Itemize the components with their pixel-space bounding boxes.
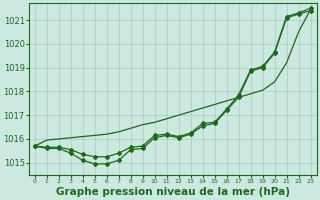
X-axis label: Graphe pression niveau de la mer (hPa): Graphe pression niveau de la mer (hPa) bbox=[56, 187, 290, 197]
